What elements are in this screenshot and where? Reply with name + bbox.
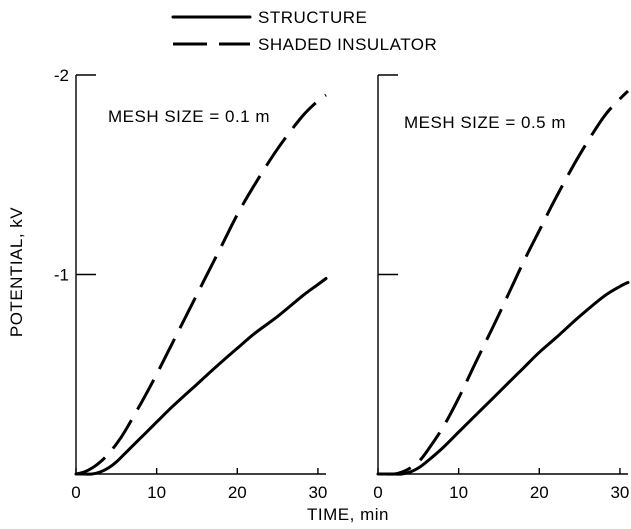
mesh-size-annotation: MESH SIZE = 0.5 m [404, 113, 566, 132]
x-tick-label: 0 [373, 483, 382, 502]
series-line-structure [376, 281, 630, 476]
x-tick-label: 10 [147, 483, 166, 502]
x-tick-label: 10 [449, 483, 468, 502]
x-tick-label: 20 [530, 483, 549, 502]
y-tick-label: -2 [54, 66, 69, 85]
y-axis-title: POTENTIAL, kV [7, 207, 26, 337]
mesh-size-annotation: MESH SIZE = 0.1 m [108, 107, 270, 126]
x-tick-label: 30 [308, 483, 327, 502]
x-tick-label: 20 [228, 483, 247, 502]
y-tick-label: -1 [54, 266, 69, 285]
x-tick-label: 0 [71, 483, 80, 502]
legend-label-shaded-insulator: SHADED INSULATOR [258, 35, 437, 54]
chart-panel-mesh-0-1: MESH SIZE = 0.1 m 0 10 20 30 -1 -2 [54, 66, 328, 502]
chart-panel-mesh-0-5: MESH SIZE = 0.5 m 0 10 20 30 [373, 74, 630, 502]
x-axis-title: TIME, min [307, 505, 389, 524]
series-line-shaded-insulator [378, 89, 630, 476]
ticks: 0 10 20 30 -1 -2 [54, 66, 328, 502]
series-line-structure [74, 277, 328, 476]
series-line-shaded-insulator [75, 93, 327, 476]
x-tick-label: 30 [610, 483, 629, 502]
curves [74, 93, 328, 476]
legend-label-structure: STRUCTURE [258, 8, 367, 27]
ticks: 0 10 20 30 [373, 74, 629, 502]
curves [376, 89, 630, 476]
legend: STRUCTURE SHADED INSULATOR [171, 8, 437, 54]
